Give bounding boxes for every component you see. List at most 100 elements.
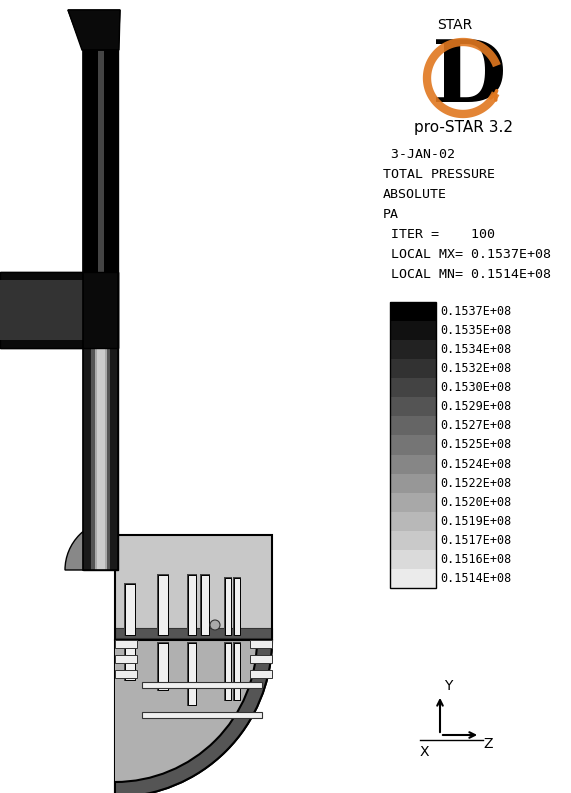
Text: 0.1537E+08: 0.1537E+08 (440, 305, 511, 318)
Bar (390, 569, 436, 588)
Bar (96, 348, 104, 570)
Bar (390, 321, 436, 340)
Bar (390, 302, 436, 321)
Bar (91, 50, 110, 280)
Text: D: D (432, 36, 506, 120)
Circle shape (210, 620, 220, 630)
Bar (390, 550, 436, 569)
Bar (0, 272, 118, 348)
Wedge shape (115, 640, 270, 793)
Bar (200, 574, 210, 636)
Bar (110, 50, 118, 570)
Text: 0.1527E+08: 0.1527E+08 (440, 419, 511, 432)
Bar (110, 490, 118, 570)
Bar (115, 655, 137, 663)
Bar (96, 370, 105, 570)
Bar (390, 397, 436, 416)
Bar (234, 643, 240, 700)
Text: 0.1525E+08: 0.1525E+08 (440, 439, 511, 451)
Text: 0.1534E+08: 0.1534E+08 (440, 343, 511, 356)
Text: 0.1522E+08: 0.1522E+08 (440, 477, 511, 489)
Bar (115, 535, 272, 640)
Text: 0.1519E+08: 0.1519E+08 (440, 515, 511, 528)
Bar (0, 272, 118, 348)
Bar (250, 655, 272, 663)
Bar (187, 642, 197, 706)
Bar (390, 359, 436, 378)
Bar (125, 584, 135, 635)
Bar (250, 670, 272, 678)
Bar (83, 348, 118, 570)
Bar (158, 575, 168, 635)
Text: ABSOLUTE: ABSOLUTE (383, 188, 447, 201)
Bar (390, 302, 436, 588)
Bar (83, 50, 118, 570)
Bar (0, 272, 118, 348)
Bar (187, 574, 197, 636)
Bar (115, 628, 272, 638)
Text: PA: PA (383, 208, 399, 221)
Wedge shape (115, 640, 272, 793)
Bar (142, 712, 262, 718)
Bar (124, 583, 136, 636)
Bar (233, 642, 241, 701)
Wedge shape (85, 540, 115, 570)
Bar (83, 348, 91, 570)
Text: 0.1524E+08: 0.1524E+08 (440, 458, 511, 470)
Bar (158, 643, 168, 690)
Text: Y: Y (444, 679, 452, 693)
Text: STAR: STAR (437, 18, 473, 32)
Bar (390, 378, 436, 397)
Bar (390, 416, 436, 435)
Bar (110, 348, 118, 570)
Wedge shape (115, 640, 257, 782)
Bar (188, 575, 196, 635)
Polygon shape (68, 10, 120, 50)
Text: Z: Z (483, 737, 493, 751)
Text: ITER =    100: ITER = 100 (383, 228, 495, 241)
Bar (390, 340, 436, 359)
Bar (91, 370, 110, 570)
Wedge shape (65, 520, 115, 570)
Bar (390, 531, 436, 550)
Bar (115, 535, 272, 640)
Text: 0.1535E+08: 0.1535E+08 (440, 324, 511, 337)
Text: pro-STAR 3.2: pro-STAR 3.2 (413, 120, 513, 135)
Bar (250, 640, 272, 648)
Text: LOCAL MN= 0.1514E+08: LOCAL MN= 0.1514E+08 (383, 268, 551, 281)
Bar (390, 454, 436, 473)
Text: 0.1520E+08: 0.1520E+08 (440, 496, 511, 508)
Bar (91, 280, 110, 370)
Bar (157, 574, 169, 636)
Bar (157, 642, 169, 691)
Text: 0.1514E+08: 0.1514E+08 (440, 572, 511, 585)
Bar (94, 348, 107, 570)
Bar (233, 577, 241, 636)
Bar (83, 50, 91, 570)
Text: 0.1530E+08: 0.1530E+08 (440, 381, 511, 394)
Bar (0, 280, 83, 340)
Text: 0.1517E+08: 0.1517E+08 (440, 534, 511, 547)
Bar (83, 50, 118, 272)
Text: 0.1529E+08: 0.1529E+08 (440, 400, 511, 413)
Bar (225, 578, 231, 635)
Bar (201, 575, 209, 635)
Bar (94, 370, 107, 570)
Polygon shape (68, 10, 120, 50)
Text: 3-JAN-02: 3-JAN-02 (383, 148, 455, 161)
Bar (390, 435, 436, 454)
Bar (83, 490, 91, 570)
Text: 0.1516E+08: 0.1516E+08 (440, 553, 511, 566)
Bar (83, 490, 118, 570)
Bar (224, 642, 232, 701)
Text: 0.1532E+08: 0.1532E+08 (440, 362, 511, 375)
Bar (83, 50, 118, 570)
Bar (390, 492, 436, 511)
Bar (390, 511, 436, 531)
Text: LOCAL MX= 0.1537E+08: LOCAL MX= 0.1537E+08 (383, 248, 551, 261)
Bar (115, 670, 137, 678)
Bar (188, 643, 196, 705)
Bar (224, 577, 232, 636)
Bar (124, 642, 136, 681)
Bar (94, 50, 107, 280)
